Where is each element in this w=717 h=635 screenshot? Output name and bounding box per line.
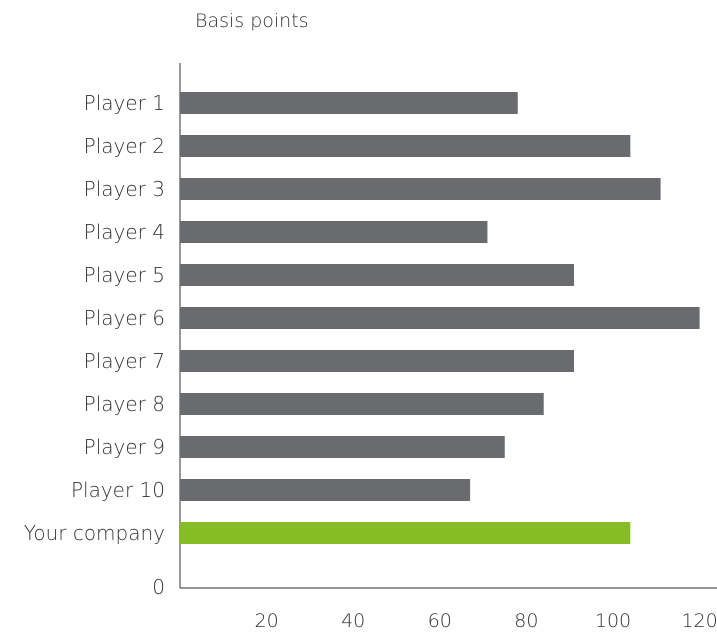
category-label-player-8: Player 8	[84, 392, 165, 416]
category-label-player-9: Player 9	[84, 435, 165, 459]
bar-player-8	[180, 393, 544, 415]
x-tick-label-100: 100	[595, 610, 631, 632]
x-tick-label-20: 20	[255, 610, 279, 632]
bars-group	[180, 92, 700, 544]
category-labels-group: Player 1 Player 2 Player 3 Player 4 Player 5…	[24, 91, 165, 545]
bar-player-4	[180, 221, 488, 243]
bar-player-9	[180, 436, 505, 458]
category-label-player-3: Player 3	[84, 177, 165, 201]
category-label-player-1: Player 1	[84, 91, 165, 115]
bar-player-10	[180, 479, 471, 501]
category-label-player-4: Player 4	[84, 220, 165, 244]
bar-player-1	[180, 92, 518, 114]
bar-player-6	[180, 307, 700, 329]
bar-player-5	[180, 264, 575, 286]
category-label-player-5: Player 5	[84, 263, 165, 287]
x-tick-labels-group: 20 40 60 80 100 120	[255, 610, 717, 632]
bar-player-2	[180, 135, 631, 157]
x-tick-label-40: 40	[341, 610, 365, 632]
x-tick-label-60: 60	[428, 610, 452, 632]
bar-player-7	[180, 350, 575, 372]
category-label-player-2: Player 2	[84, 134, 165, 158]
category-label-your-company: Your company	[24, 521, 165, 545]
category-label-player-6: Player 6	[84, 306, 165, 330]
y-zero-label: 0	[152, 575, 165, 599]
unit-label: Basis points	[195, 10, 309, 32]
x-tick-label-80: 80	[514, 610, 538, 632]
category-label-player-7: Player 7	[84, 349, 165, 373]
category-label-player-10: Player 10	[71, 478, 165, 502]
bar-player-3	[180, 178, 661, 200]
x-tick-label-120: 120	[681, 610, 717, 632]
bar-your-company	[180, 522, 631, 544]
